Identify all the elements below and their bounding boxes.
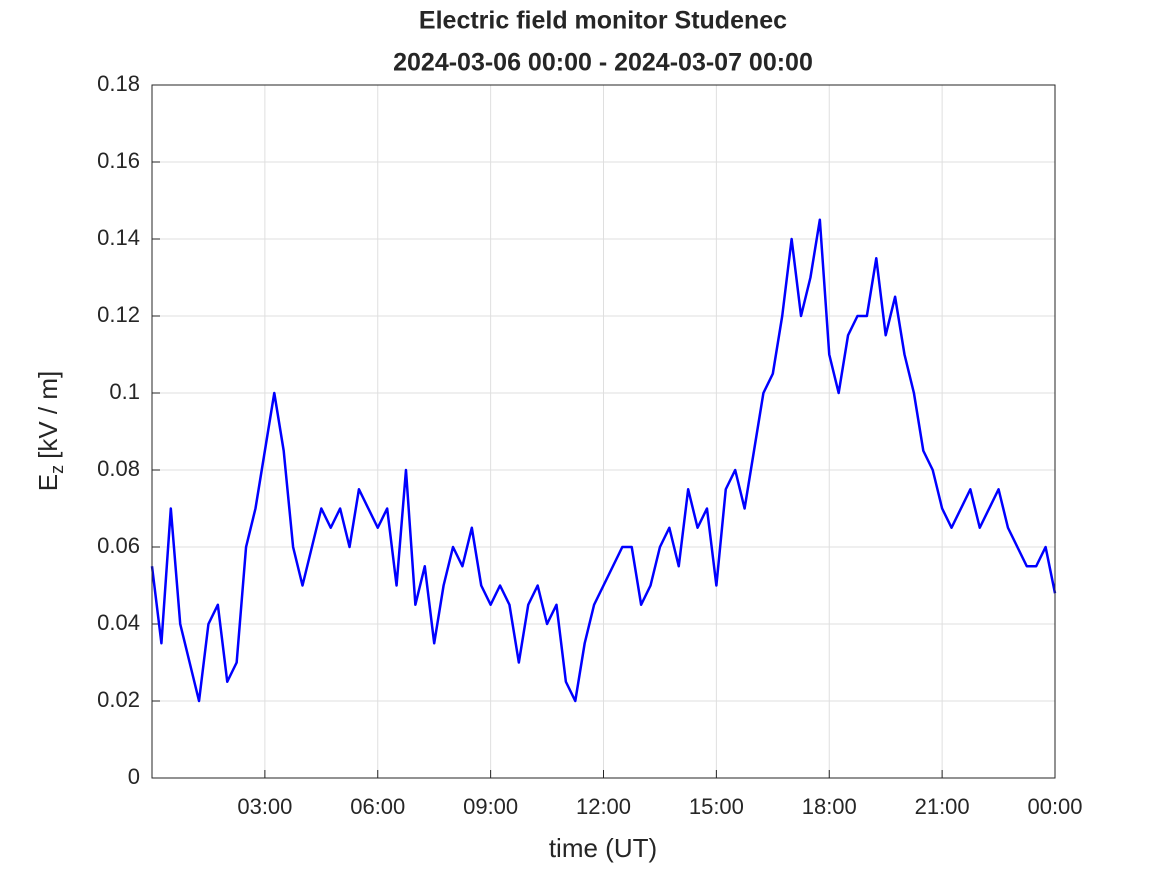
y-label-main: E: [33, 474, 63, 491]
y-tick-label: 0.08: [97, 456, 140, 481]
x-tick-label: 03:00: [237, 794, 292, 819]
chart-title: Electric field monitor Studenec: [419, 7, 787, 35]
x-tick-label: 12:00: [576, 794, 631, 819]
chart-subtitle: 2024-03-06 00:00 - 2024-03-07 00:00: [393, 49, 813, 77]
x-tick-label: 09:00: [463, 794, 518, 819]
x-tick-label: 15:00: [689, 794, 744, 819]
y-tick-label: 0.12: [97, 302, 140, 327]
y-tick-label: 0.14: [97, 225, 140, 250]
x-axis-label: time (UT): [549, 833, 657, 863]
x-tick-label: 21:00: [915, 794, 970, 819]
y-label-unit: [kV / m]: [33, 371, 63, 459]
data-line: [150, 218, 1057, 703]
y-tick-label: 0.16: [97, 148, 140, 173]
y-tick-label: 0.04: [97, 610, 140, 635]
y-label-subscript: z: [47, 465, 67, 474]
y-axis-label: Ez [kV / m]: [33, 371, 67, 491]
x-tick-label: 18:00: [802, 794, 857, 819]
y-tick-label: 0: [128, 764, 140, 789]
y-tick-label: 0.06: [97, 533, 140, 558]
x-tick-label: 00:00: [1027, 794, 1082, 819]
y-tick-label: 0.1: [109, 379, 140, 404]
y-tick-label: 0.02: [97, 687, 140, 712]
plot-frame: [151, 84, 1056, 779]
y-tick-label: 0.18: [97, 71, 140, 96]
x-tick-label: 06:00: [350, 794, 405, 819]
